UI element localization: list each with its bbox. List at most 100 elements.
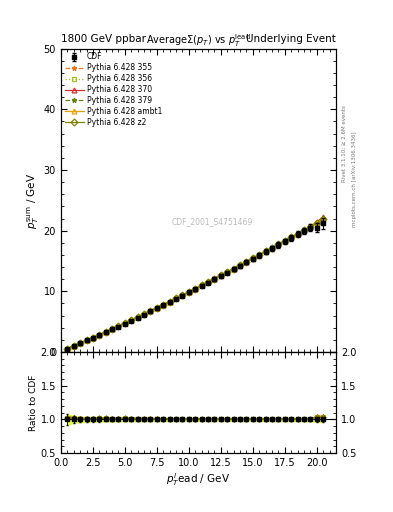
Pythia 6.428 379 <box>295 231 300 237</box>
Pythia 6.428 355 <box>167 298 172 305</box>
Pythia 6.428 379 <box>321 216 325 222</box>
Y-axis label: Ratio to CDF: Ratio to CDF <box>29 374 38 431</box>
Text: 1800 GeV ppbar: 1800 GeV ppbar <box>61 33 146 44</box>
Pythia 6.428 370 <box>161 302 165 308</box>
Pythia 6.428 355 <box>250 255 255 261</box>
Pythia 6.428 370 <box>270 245 274 251</box>
Pythia 6.428 379 <box>110 326 114 332</box>
Pythia 6.428 356 <box>193 286 198 292</box>
Pythia 6.428 355 <box>270 245 274 251</box>
Pythia 6.428 355 <box>142 311 147 317</box>
Pythia 6.428 ambt1 <box>283 238 287 244</box>
Pythia 6.428 370 <box>321 214 325 220</box>
Pythia 6.428 ambt1 <box>263 248 268 254</box>
Pythia 6.428 ambt1 <box>78 340 83 346</box>
Pythia 6.428 z2 <box>250 255 255 262</box>
Pythia 6.428 355 <box>154 305 159 311</box>
Pythia 6.428 356 <box>148 308 153 314</box>
Text: Rivet 3.1.10; ≥ 2.6M events: Rivet 3.1.10; ≥ 2.6M events <box>342 105 347 182</box>
Pythia 6.428 355 <box>289 234 294 241</box>
Pythia 6.428 z2 <box>321 216 325 222</box>
Line: Pythia 6.428 370: Pythia 6.428 370 <box>65 215 326 351</box>
Pythia 6.428 ambt1 <box>129 317 134 323</box>
Pythia 6.428 355 <box>283 238 287 244</box>
Pythia 6.428 ambt1 <box>174 295 178 302</box>
Pythia 6.428 379 <box>167 298 172 305</box>
Pythia 6.428 ambt1 <box>206 279 210 285</box>
Pythia 6.428 370 <box>78 340 83 346</box>
Pythia 6.428 z2 <box>65 346 70 352</box>
Pythia 6.428 z2 <box>225 269 230 275</box>
Pythia 6.428 z2 <box>244 259 249 265</box>
Pythia 6.428 379 <box>219 272 223 279</box>
Pythia 6.428 379 <box>187 289 191 295</box>
Pythia 6.428 370 <box>148 308 153 314</box>
Pythia 6.428 356 <box>174 295 178 302</box>
Pythia 6.428 ambt1 <box>225 269 230 275</box>
Pythia 6.428 355 <box>302 227 307 233</box>
Pythia 6.428 356 <box>161 302 165 308</box>
Pythia 6.428 ambt1 <box>193 286 198 292</box>
Pythia 6.428 370 <box>180 292 185 298</box>
Pythia 6.428 ambt1 <box>250 255 255 261</box>
Pythia 6.428 z2 <box>148 308 153 314</box>
Pythia 6.428 379 <box>212 275 217 282</box>
Pythia 6.428 355 <box>90 334 95 340</box>
Pythia 6.428 356 <box>103 329 108 335</box>
Pythia 6.428 ambt1 <box>199 282 204 288</box>
Pythia 6.428 z2 <box>295 231 300 237</box>
Pythia 6.428 370 <box>193 286 198 292</box>
Pythia 6.428 ambt1 <box>314 220 319 226</box>
Pythia 6.428 ambt1 <box>154 305 159 311</box>
Pythia 6.428 z2 <box>116 323 121 329</box>
Line: Pythia 6.428 379: Pythia 6.428 379 <box>65 216 326 351</box>
Pythia 6.428 379 <box>193 286 198 292</box>
Pythia 6.428 355 <box>97 332 102 338</box>
Pythia 6.428 379 <box>148 308 153 314</box>
Pythia 6.428 z2 <box>90 334 95 340</box>
Pythia 6.428 z2 <box>180 292 185 298</box>
Pythia 6.428 379 <box>231 266 236 272</box>
Pythia 6.428 356 <box>302 227 307 233</box>
Pythia 6.428 370 <box>225 269 230 275</box>
Pythia 6.428 379 <box>238 262 242 268</box>
Pythia 6.428 356 <box>135 314 140 320</box>
Pythia 6.428 355 <box>110 326 114 332</box>
Pythia 6.428 z2 <box>167 298 172 305</box>
Pythia 6.428 355 <box>84 337 89 344</box>
Y-axis label: $p_T^{\rm sum}$ / GeV: $p_T^{\rm sum}$ / GeV <box>26 172 41 228</box>
Pythia 6.428 355 <box>321 216 325 222</box>
Pythia 6.428 356 <box>263 248 268 254</box>
Pythia 6.428 370 <box>84 337 89 344</box>
Pythia 6.428 370 <box>276 241 281 247</box>
Pythia 6.428 370 <box>187 289 191 295</box>
Pythia 6.428 370 <box>129 317 134 323</box>
Pythia 6.428 370 <box>72 343 76 349</box>
Line: Pythia 6.428 356: Pythia 6.428 356 <box>65 216 326 351</box>
Pythia 6.428 370 <box>308 224 313 230</box>
Pythia 6.428 z2 <box>187 289 191 295</box>
Pythia 6.428 356 <box>276 241 281 247</box>
Pythia 6.428 379 <box>225 269 230 275</box>
Legend: CDF, Pythia 6.428 355, Pythia 6.428 356, Pythia 6.428 370, Pythia 6.428 379, Pyt: CDF, Pythia 6.428 355, Pythia 6.428 356,… <box>63 51 164 129</box>
Pythia 6.428 355 <box>295 231 300 237</box>
Pythia 6.428 ambt1 <box>123 320 127 326</box>
Pythia 6.428 z2 <box>283 238 287 244</box>
Pythia 6.428 356 <box>97 332 102 338</box>
Pythia 6.428 ambt1 <box>289 234 294 241</box>
Pythia 6.428 ambt1 <box>257 252 262 258</box>
Pythia 6.428 379 <box>180 292 185 298</box>
Pythia 6.428 ambt1 <box>270 245 274 251</box>
Pythia 6.428 356 <box>212 275 217 282</box>
Pythia 6.428 356 <box>283 238 287 244</box>
Pythia 6.428 355 <box>263 248 268 254</box>
Pythia 6.428 379 <box>314 220 319 226</box>
Pythia 6.428 379 <box>270 245 274 251</box>
Pythia 6.428 379 <box>116 323 121 329</box>
Pythia 6.428 370 <box>212 275 217 282</box>
Pythia 6.428 379 <box>135 314 140 320</box>
Pythia 6.428 356 <box>270 245 274 251</box>
Pythia 6.428 ambt1 <box>308 224 313 230</box>
Pythia 6.428 355 <box>231 266 236 272</box>
Pythia 6.428 356 <box>78 340 83 346</box>
